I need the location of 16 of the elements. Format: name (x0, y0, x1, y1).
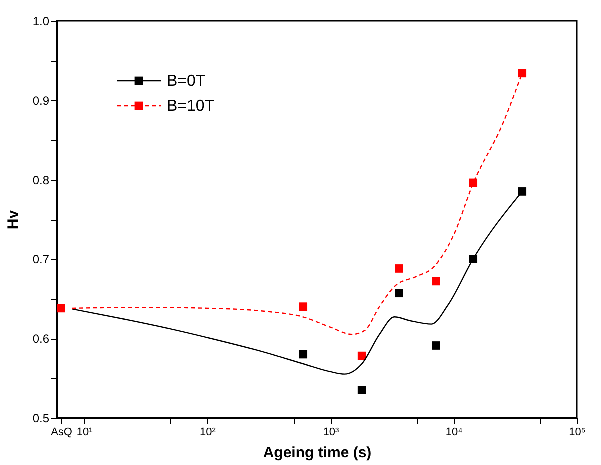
y-tick-label: 0.9 (32, 94, 50, 108)
x-tick-label: 10³ (323, 426, 340, 438)
y-tick-label: 0.6 (32, 332, 50, 346)
y-axis-title: Hv (4, 210, 22, 230)
y-tick-label: 0.7 (32, 252, 50, 267)
legend-label: B=0T (167, 73, 206, 90)
y-tick-label: 0.5 (32, 412, 50, 426)
x-tick-label: 10² (200, 426, 216, 438)
y-tick-label: 1.0 (32, 14, 50, 28)
x-tick-label: 10¹ (76, 426, 94, 438)
x-tick-label: AsQ (51, 426, 73, 438)
x-tick-label: 10⁵ (569, 426, 586, 438)
legend-label: B=10T (167, 98, 215, 115)
x-tick-label: 10⁴ (446, 426, 464, 438)
x-axis-title: Ageing time (s) (263, 444, 372, 462)
y-tick-label: 0.8 (32, 173, 50, 188)
